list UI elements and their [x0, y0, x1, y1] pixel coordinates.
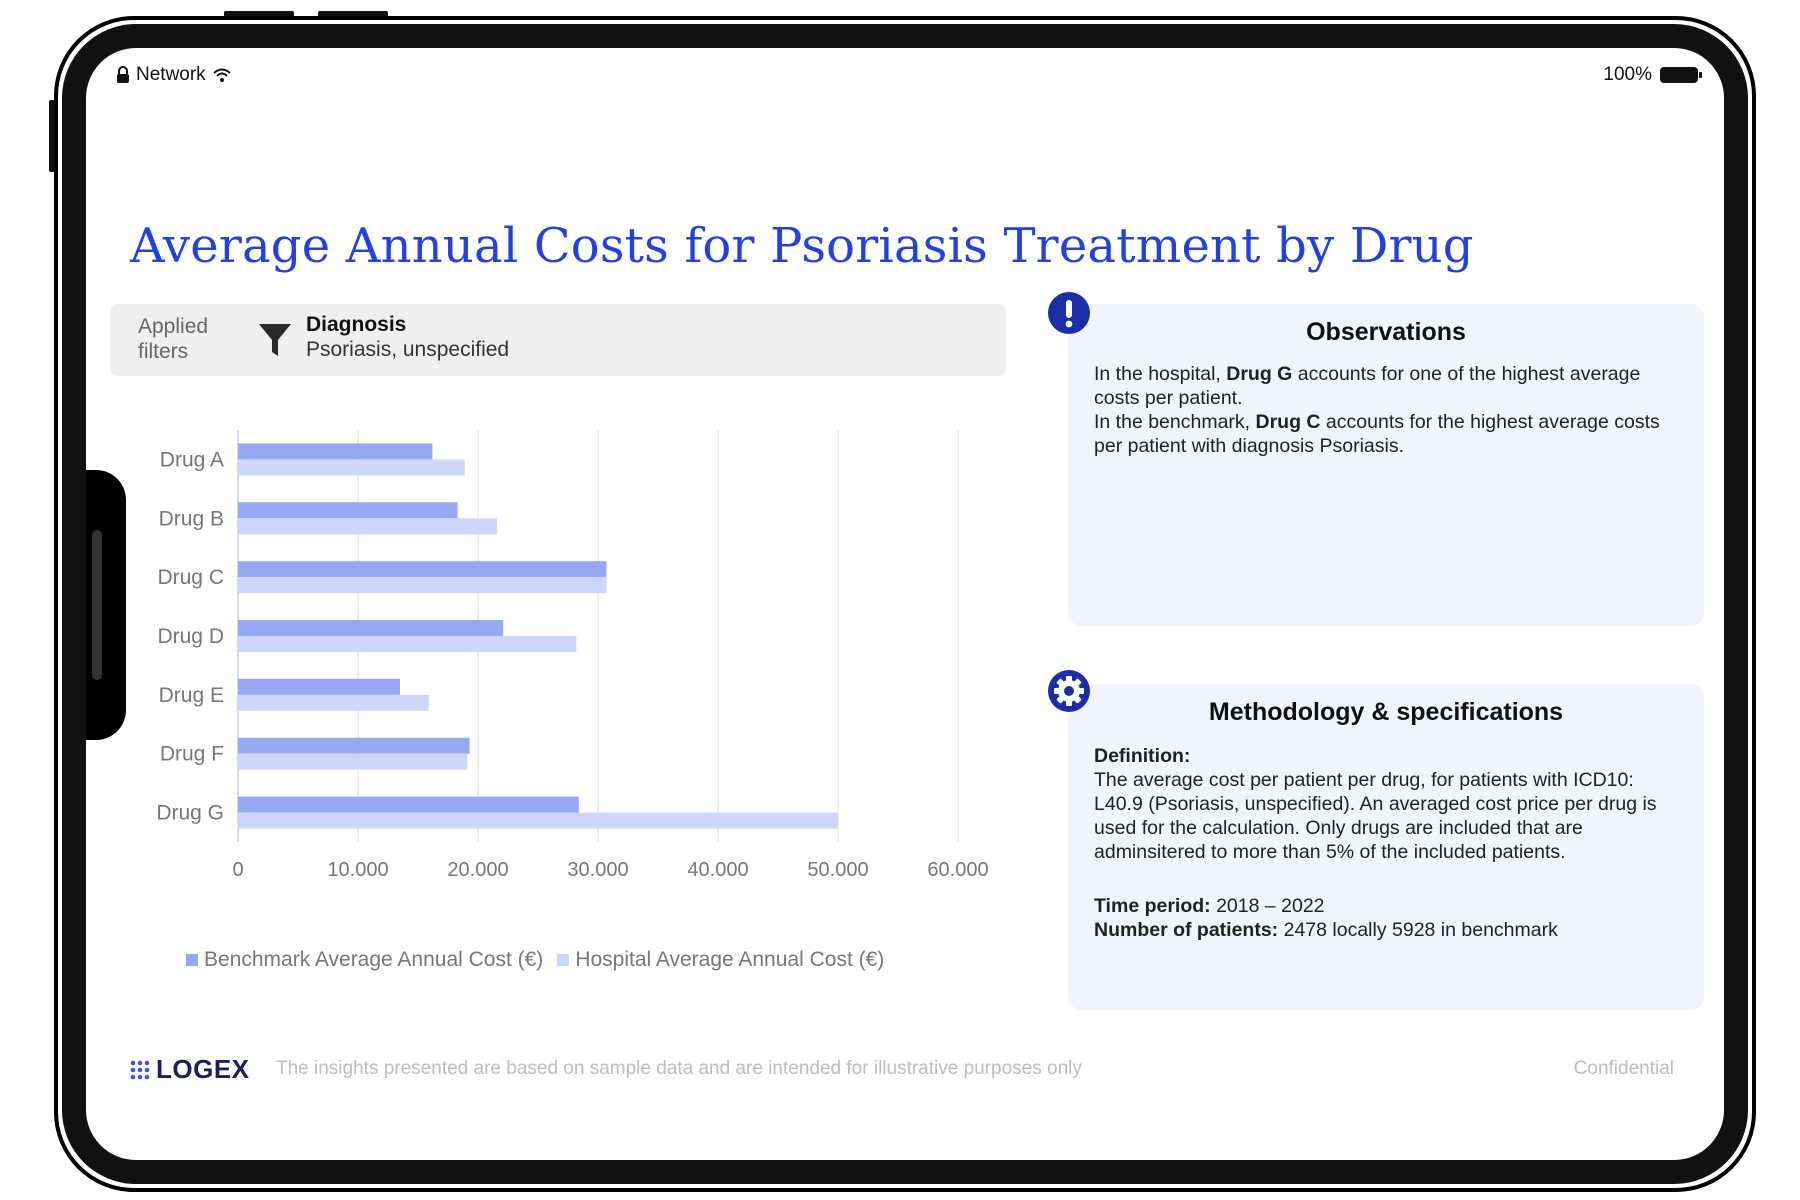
bar-benchmark — [238, 561, 607, 578]
observations-text: In the hospital, Drug G accounts for one… — [1094, 362, 1678, 458]
exclamation-icon — [1048, 292, 1090, 334]
footer-disclaimer: The insights presented are based on samp… — [276, 1058, 1082, 1079]
lock-icon — [117, 66, 129, 83]
y-category-label: Drug E — [159, 684, 224, 707]
y-category-label: Drug B — [159, 507, 224, 530]
power-button — [49, 100, 55, 172]
legend-swatch-hospital — [557, 954, 570, 966]
methodology-specs: Time period: 2018 – 2022 Number of patie… — [1094, 894, 1678, 942]
legend-swatch-benchmark — [186, 954, 198, 966]
bar-hospital — [238, 636, 577, 652]
filter-name: Diagnosis — [306, 313, 407, 336]
bar-hospital — [238, 459, 465, 476]
observations-card: Observations In the hospital, Drug G acc… — [1068, 304, 1704, 626]
definition-label: Definition: — [1094, 745, 1191, 767]
y-category-label: Drug D — [157, 625, 224, 648]
x-tick-label: 60.000 — [927, 859, 988, 881]
observations-title: Observations — [1306, 318, 1466, 346]
logo-text: LOGEX — [156, 1054, 250, 1084]
network-label: Network — [136, 64, 206, 85]
bar-benchmark — [238, 737, 470, 754]
bar-hospital — [238, 812, 838, 829]
legend-item-hospital[interactable]: Hospital Average Annual Cost (€) — [557, 948, 884, 972]
methodology-definition: Definition: The average cost per patient… — [1094, 744, 1678, 864]
bar-benchmark — [238, 678, 400, 695]
x-tick-label: 20.000 — [447, 859, 508, 881]
x-tick-label: 10.000 — [327, 859, 388, 881]
x-tick-label: 40.000 — [687, 859, 748, 881]
bar-hospital — [238, 753, 468, 770]
bar-benchmark — [238, 443, 433, 460]
wifi-icon — [213, 68, 231, 82]
tablet-screen: Network 100% Average Annual Costs for Ps… — [86, 48, 1724, 1160]
x-tick-label: 30.000 — [567, 859, 628, 881]
y-category-label: Drug F — [160, 743, 224, 766]
filter-icon[interactable] — [258, 322, 292, 358]
observation-1: In the hospital, Drug G accounts for one… — [1094, 363, 1641, 409]
bar-hospital — [238, 694, 429, 711]
time-period: Time period: 2018 – 2022 — [1094, 895, 1325, 917]
volume-button-1 — [224, 11, 294, 17]
bar-hospital — [238, 577, 607, 594]
bar-chart: 0 10.000 20.000 30.000 40.000 50.000 60.000 Dru… — [156, 430, 989, 881]
methodology-title: Methodology & specifications — [1208, 698, 1564, 726]
bar-benchmark — [238, 620, 504, 636]
filter-value: Psoriasis, unspecified — [306, 338, 510, 361]
patient-count: Number of patients: 2478 locally 5928 in… — [1094, 919, 1558, 941]
bar-benchmark — [238, 796, 579, 813]
legend-label-benchmark: Benchmark Average Annual Cost (€) — [204, 948, 544, 971]
bar-benchmark — [238, 502, 458, 519]
bar-hospital — [238, 518, 498, 535]
applied-filters-bar[interactable]: Applied filters Diagnosis Psoriasis, uns… — [110, 304, 1006, 376]
y-category-label: Drug A — [160, 448, 224, 471]
confidential-label: Confidential — [1573, 1058, 1674, 1079]
x-tick-label: 50.000 — [807, 859, 868, 881]
methodology-card: Methodology & specifications Definition:… — [1068, 684, 1704, 1010]
dots-grid-icon — [130, 1060, 150, 1079]
applied-filters-label: Applied filters — [138, 315, 209, 363]
status-bar-left: Network — [116, 64, 232, 86]
gear-icon — [1048, 670, 1090, 712]
page-title: Average Annual Costs for Psoriasis Treat… — [130, 218, 1474, 274]
side-notch-bar — [92, 530, 102, 680]
y-category-label: Drug G — [156, 802, 224, 825]
battery-icon — [1660, 67, 1702, 83]
chart-legend: Benchmark Average Annual Cost (€) Hospit… — [186, 948, 884, 972]
legend-label-hospital: Hospital Average Annual Cost (€) — [575, 948, 885, 971]
y-category-label: Drug C — [157, 566, 224, 589]
volume-button-2 — [318, 11, 388, 17]
x-tick-label: 0 — [232, 859, 243, 881]
legend-item-benchmark[interactable]: Benchmark Average Annual Cost (€) — [186, 948, 543, 972]
battery-label: 100% — [1603, 64, 1652, 85]
definition-text: The average cost per patient per drug, f… — [1094, 769, 1657, 863]
status-bar-right: 100% — [1603, 64, 1702, 86]
logex-logo: LOGEX — [130, 1054, 250, 1085]
observation-2: In the benchmark, Drug C accounts for th… — [1094, 411, 1660, 457]
